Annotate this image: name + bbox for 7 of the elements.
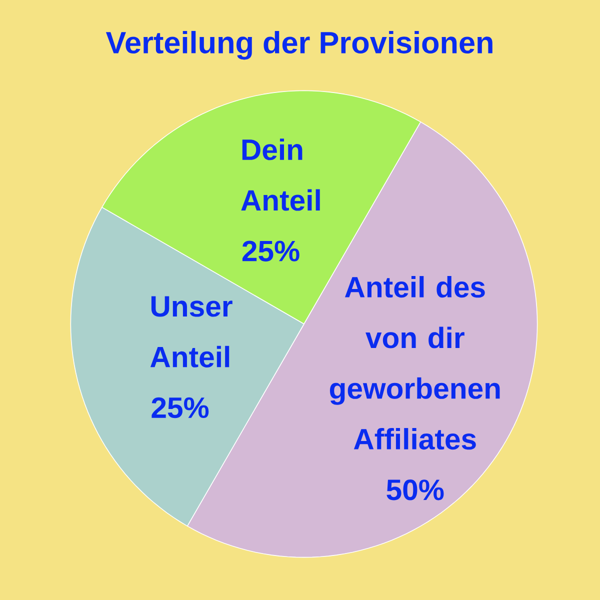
chart-title: Verteilung der Provisionen	[106, 30, 492, 60]
data-label: 25%	[152, 397, 209, 418]
slice-label: Unser Anteil	[150, 296, 232, 368]
data-label: 25%	[242, 240, 300, 262]
data-label: 50%	[386, 479, 444, 500]
slice-label: Anteil des von dir geworbenen Affiliates	[330, 276, 500, 450]
slice-label: Dein Anteil	[241, 138, 320, 211]
